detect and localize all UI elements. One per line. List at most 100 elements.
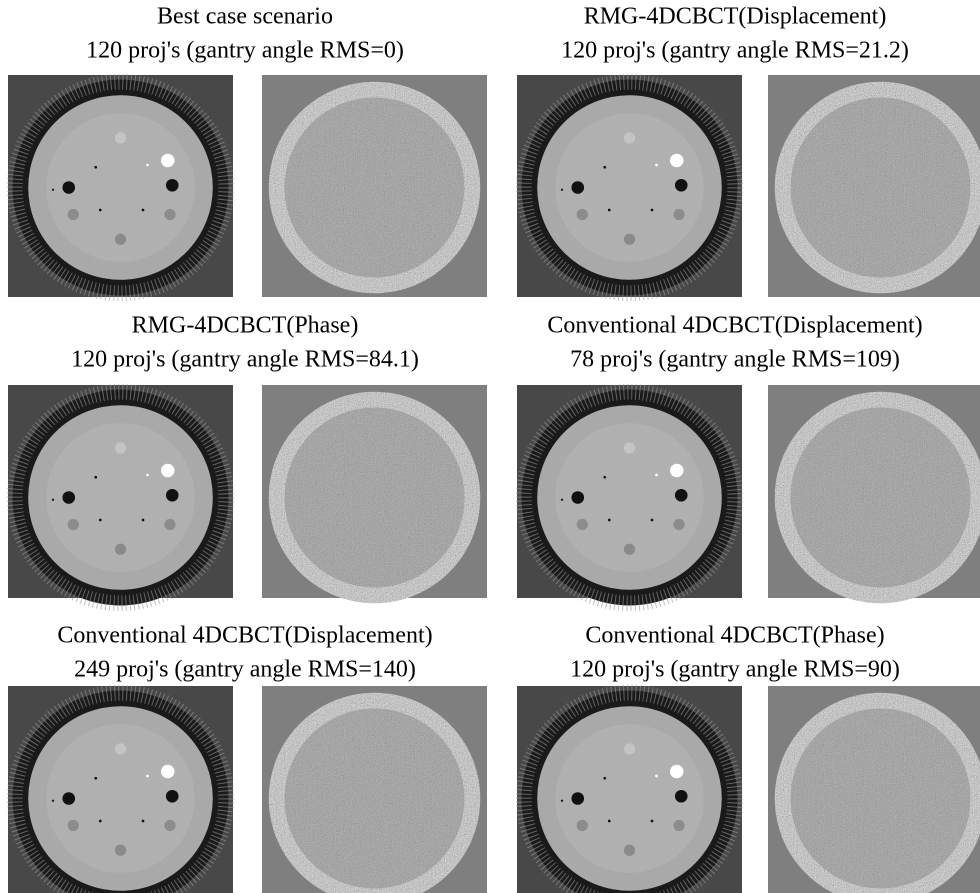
panel-subtitle: 120 proj's (gantry angle RMS=90) bbox=[570, 657, 900, 683]
phantom-insert bbox=[115, 234, 126, 245]
phantom-insert bbox=[62, 792, 75, 805]
phantom-insert bbox=[99, 209, 102, 212]
difference-image bbox=[262, 75, 487, 297]
phantom-insert bbox=[115, 743, 126, 754]
phantom-insert bbox=[624, 442, 635, 453]
difference-image bbox=[768, 686, 980, 893]
phantom-insert bbox=[62, 181, 75, 194]
difference-tone bbox=[285, 408, 465, 588]
panel-title: Conventional 4DCBCT(Phase) bbox=[585, 623, 884, 649]
phantom-insert bbox=[624, 234, 635, 245]
reconstruction-image bbox=[517, 75, 742, 297]
difference-tone bbox=[791, 98, 971, 278]
phantom-insert bbox=[561, 800, 563, 802]
phantom-insert bbox=[94, 476, 97, 479]
phantom-insert bbox=[94, 166, 97, 169]
phantom-insert bbox=[115, 544, 126, 555]
phantom-insert bbox=[115, 442, 126, 453]
phantom-insert bbox=[673, 820, 684, 831]
phantom-texture bbox=[537, 405, 722, 590]
phantom-insert bbox=[651, 519, 654, 522]
figure: Best case scenario 120 proj's (gantry ang… bbox=[0, 0, 980, 893]
phantom-texture bbox=[28, 405, 213, 590]
panel-title: Conventional 4DCBCT(Displacement) bbox=[57, 623, 432, 649]
phantom-insert bbox=[608, 209, 611, 212]
phantom-insert bbox=[655, 775, 658, 778]
phantom-insert bbox=[561, 499, 563, 501]
phantom-insert bbox=[603, 777, 606, 780]
phantom-insert bbox=[68, 519, 79, 530]
phantom-insert bbox=[52, 800, 54, 802]
difference-image bbox=[768, 75, 980, 297]
phantom-insert bbox=[115, 132, 126, 143]
phantom-insert bbox=[146, 164, 149, 167]
phantom-texture bbox=[28, 95, 213, 280]
phantom-insert bbox=[603, 166, 606, 169]
phantom-insert bbox=[571, 792, 584, 805]
reconstruction-image bbox=[8, 75, 233, 297]
difference-image bbox=[768, 385, 980, 603]
panel-subtitle: 249 proj's (gantry angle RMS=140) bbox=[74, 657, 416, 683]
phantom-insert bbox=[161, 765, 175, 779]
phantom-insert bbox=[675, 489, 688, 502]
phantom-insert bbox=[142, 519, 145, 522]
phantom-insert bbox=[675, 179, 688, 192]
phantom-texture bbox=[28, 706, 213, 891]
phantom-insert bbox=[670, 464, 684, 478]
phantom-insert bbox=[651, 820, 654, 823]
difference-image bbox=[262, 686, 487, 893]
panel-title: Best case scenario bbox=[157, 4, 333, 30]
phantom-insert bbox=[142, 820, 145, 823]
phantom-insert bbox=[670, 765, 684, 779]
phantom-texture bbox=[537, 706, 722, 891]
phantom-insert bbox=[161, 464, 175, 478]
phantom-insert bbox=[68, 820, 79, 831]
phantom-insert bbox=[624, 544, 635, 555]
phantom-insert bbox=[577, 519, 588, 530]
phantom-insert bbox=[673, 519, 684, 530]
phantom-insert bbox=[52, 499, 54, 501]
phantom-insert bbox=[142, 209, 145, 212]
difference-tone bbox=[285, 709, 465, 889]
difference-tone bbox=[791, 408, 971, 588]
panel-subtitle: 120 proj's (gantry angle RMS=84.1) bbox=[71, 347, 419, 373]
reconstruction-image bbox=[8, 385, 233, 606]
reconstruction-image bbox=[8, 686, 233, 893]
phantom-insert bbox=[146, 775, 149, 778]
phantom-insert bbox=[561, 189, 563, 191]
phantom-insert bbox=[164, 209, 175, 220]
panel-subtitle: 78 proj's (gantry angle RMS=109) bbox=[570, 347, 900, 373]
phantom-insert bbox=[608, 820, 611, 823]
phantom-insert bbox=[675, 790, 688, 803]
phantom-insert bbox=[164, 519, 175, 530]
panel-title: RMG-4DCBCT(Phase) bbox=[132, 313, 359, 339]
phantom-insert bbox=[577, 209, 588, 220]
phantom-insert bbox=[115, 845, 126, 856]
phantom-insert bbox=[52, 189, 54, 191]
reconstruction-image bbox=[517, 686, 742, 893]
phantom-insert bbox=[624, 132, 635, 143]
difference-image bbox=[262, 385, 487, 603]
panel-title: Conventional 4DCBCT(Displacement) bbox=[547, 313, 922, 339]
phantom-insert bbox=[603, 476, 606, 479]
phantom-insert bbox=[673, 209, 684, 220]
panel-subtitle: 120 proj's (gantry angle RMS=0) bbox=[86, 38, 404, 64]
phantom-insert bbox=[655, 474, 658, 477]
phantom-insert bbox=[99, 519, 102, 522]
phantom-insert bbox=[146, 474, 149, 477]
phantom-insert bbox=[624, 743, 635, 754]
phantom-insert bbox=[608, 519, 611, 522]
phantom-insert bbox=[99, 820, 102, 823]
phantom-insert bbox=[166, 179, 179, 192]
phantom-texture bbox=[537, 95, 722, 280]
phantom-insert bbox=[62, 491, 75, 504]
panel-title: RMG-4DCBCT(Displacement) bbox=[584, 4, 887, 30]
phantom-insert bbox=[571, 491, 584, 504]
phantom-insert bbox=[94, 777, 97, 780]
phantom-insert bbox=[670, 154, 684, 168]
phantom-insert bbox=[655, 164, 658, 167]
phantom-insert bbox=[577, 820, 588, 831]
phantom-insert bbox=[166, 790, 179, 803]
phantom-insert bbox=[571, 181, 584, 194]
phantom-insert bbox=[161, 154, 175, 168]
